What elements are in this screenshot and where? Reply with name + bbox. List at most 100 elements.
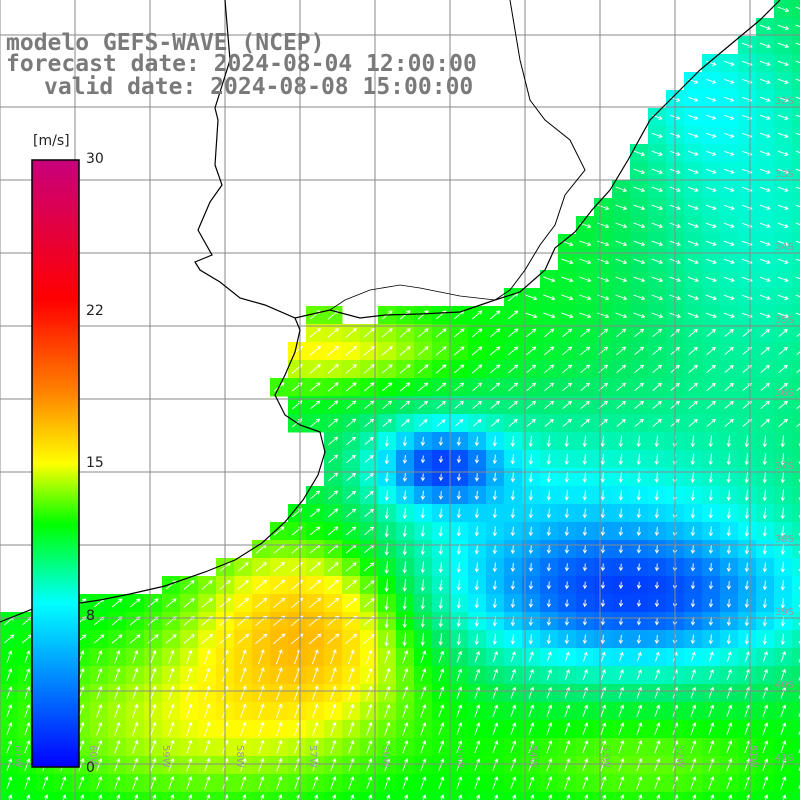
colorbar-tick-22: 22 (86, 303, 104, 319)
wind-arrow (508, 310, 519, 320)
wind-arrow (618, 740, 625, 754)
wind-arrow (327, 328, 339, 338)
wind-arrow (186, 649, 193, 664)
wind-arrow (654, 563, 660, 572)
wind-arrow (597, 294, 610, 301)
wind-arrow (258, 649, 265, 665)
wind-arrow (204, 776, 211, 790)
wind-arrow (526, 400, 537, 410)
wind-arrow (759, 222, 771, 228)
wind-arrow (309, 345, 322, 356)
wind-arrow (438, 758, 445, 772)
wind-arrow (240, 685, 247, 700)
lat-label: 33S (775, 169, 794, 180)
wind-arrow (492, 544, 498, 555)
wind-arrow (328, 526, 339, 536)
wind-arrow (258, 757, 265, 772)
wind-arrow (546, 599, 552, 608)
wind-arrow (471, 346, 483, 356)
wind-arrow (760, 400, 770, 409)
wind-arrow (528, 704, 535, 717)
wind-arrow (651, 204, 664, 211)
wind-arrow (384, 632, 389, 647)
colorbar (31, 159, 80, 768)
wind-arrow (111, 598, 123, 608)
wind-arrow (582, 740, 589, 754)
wind-arrow (96, 685, 103, 700)
wind-arrow (402, 740, 409, 754)
wind-arrow (618, 599, 624, 608)
wind-arrow (562, 418, 572, 427)
wind-arrow (582, 722, 589, 736)
wind-arrow (510, 634, 515, 645)
wind-arrow (508, 418, 518, 427)
wind-arrow (310, 418, 321, 428)
wind-arrow (420, 473, 426, 482)
wind-arrow (168, 667, 175, 682)
wind-arrow (384, 472, 389, 483)
wind-arrow (654, 581, 660, 590)
wind-arrow (328, 454, 339, 464)
wind-arrow (651, 222, 664, 229)
wind-arrow (636, 758, 643, 772)
wind-arrow (634, 418, 644, 427)
wind-arrow (348, 649, 355, 664)
wind-arrow (346, 436, 356, 445)
wind-arrow (456, 526, 461, 537)
wind-arrow (312, 685, 319, 700)
field-cell (0, 792, 19, 804)
wind-arrow (780, 776, 787, 790)
wind-arrow (636, 563, 642, 572)
wind-arrow (456, 740, 463, 754)
wind-arrow (132, 649, 139, 664)
wind-arrow (795, 150, 800, 154)
wind-arrow (438, 615, 443, 628)
wind-arrow (456, 490, 462, 500)
wind-arrow (510, 526, 516, 537)
wind-arrow (546, 563, 552, 572)
field-cell (468, 792, 487, 804)
wind-arrow (132, 739, 139, 754)
wind-arrow (636, 651, 642, 662)
wind-arrow (600, 545, 606, 554)
field-cell (792, 504, 800, 523)
wind-arrow (435, 346, 447, 356)
wind-arrow (796, 369, 800, 373)
wind-arrow (132, 757, 139, 772)
wind-arrow (402, 650, 409, 664)
wind-arrow (654, 722, 661, 736)
wind-arrow (364, 436, 374, 445)
wind-arrow (420, 579, 425, 592)
wind-arrow (346, 418, 357, 428)
field-cell (342, 792, 361, 804)
wind-arrow (780, 525, 785, 538)
wind-arrow (330, 776, 337, 790)
wind-arrow (42, 776, 49, 790)
wind-arrow (384, 489, 389, 501)
wind-arrow (706, 418, 716, 427)
wind-arrow (780, 471, 785, 484)
wind-arrow (597, 204, 610, 211)
wind-arrow (708, 581, 714, 590)
wind-arrow (364, 490, 374, 499)
wind-arrow (510, 435, 515, 447)
wind-arrow (201, 580, 213, 590)
wind-arrow (615, 222, 628, 229)
wind-arrow (204, 685, 211, 700)
wind-arrow (168, 703, 175, 718)
wind-arrow (402, 561, 407, 574)
wind-arrow (780, 633, 785, 645)
wind-arrow (708, 526, 714, 537)
wind-arrow (759, 312, 771, 318)
wind-arrow (402, 704, 409, 718)
wind-arrow (492, 722, 499, 735)
wind-arrow (474, 544, 479, 555)
wind-arrow (453, 346, 465, 356)
field-cell (792, 378, 800, 397)
wind-arrow (780, 686, 787, 699)
wind-arrow (132, 685, 139, 700)
wind-arrow (312, 667, 319, 683)
wind-arrow (420, 650, 427, 664)
wind-arrow (309, 579, 322, 590)
wind-arrow (600, 471, 605, 483)
